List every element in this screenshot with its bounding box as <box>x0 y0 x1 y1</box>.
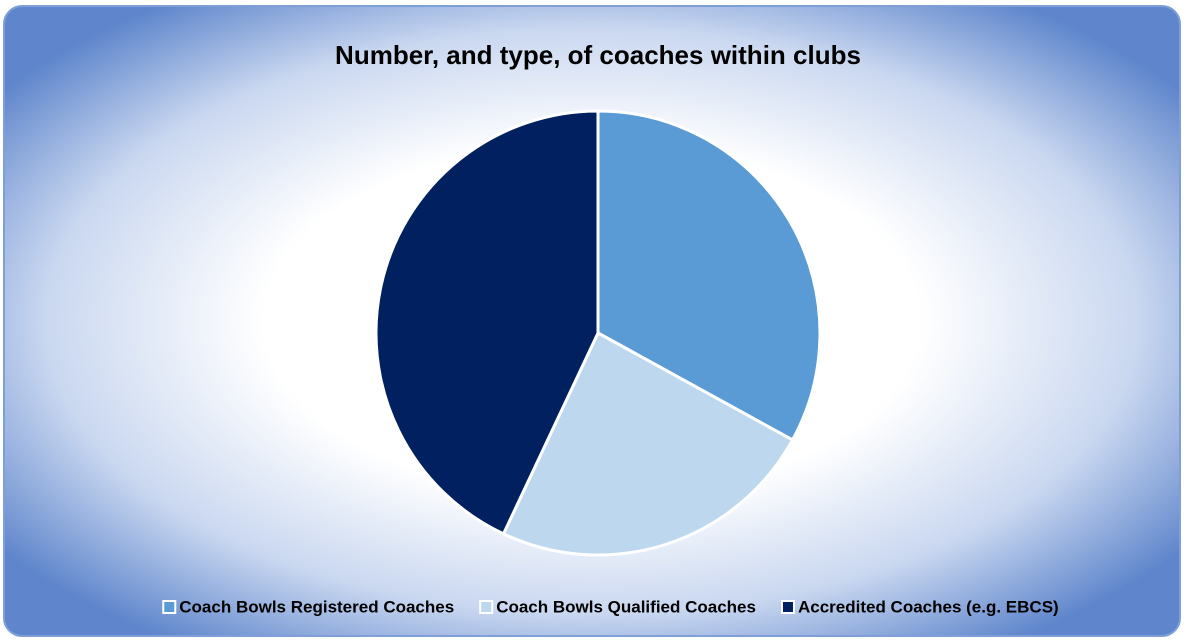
pie-slice <box>374 109 600 536</box>
legend-swatch <box>780 600 795 614</box>
chart-title: Number, and type, of coaches within club… <box>335 40 861 70</box>
legend-label: Accredited Coaches (e.g. EBCS) <box>798 597 1059 616</box>
legend-swatch <box>479 600 494 614</box>
legend-label: Coach Bowls Registered Coaches <box>179 597 454 616</box>
pie <box>374 109 822 557</box>
pie-slice <box>501 331 795 557</box>
legend: Coach Bowls Registered Coaches Coach Bowl… <box>162 597 1059 616</box>
legend-label: Coach Bowls Qualified Coaches <box>496 597 756 616</box>
pie-slice <box>596 109 822 442</box>
legend-swatch <box>162 600 177 614</box>
